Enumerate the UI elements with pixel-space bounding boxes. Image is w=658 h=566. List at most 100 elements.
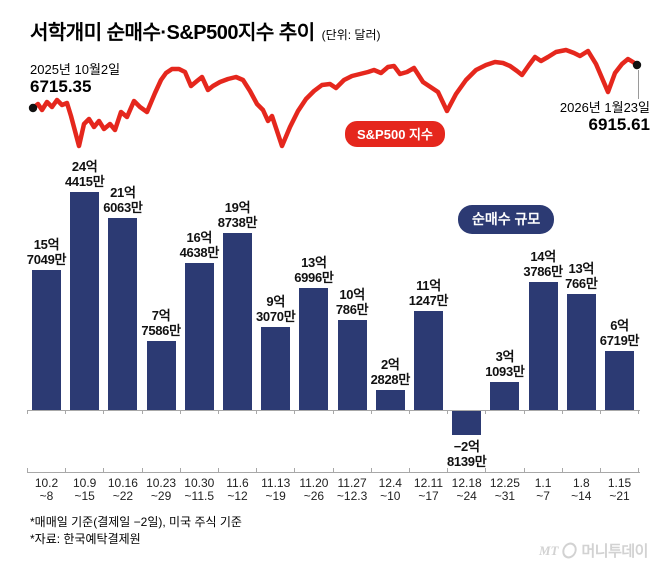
bar-value-label: 13억 6996만 bbox=[294, 255, 334, 286]
x-axis-label: 10.30 ~11.5 bbox=[184, 476, 215, 503]
bar bbox=[223, 233, 252, 410]
bar-value-label: 2억 2828만 bbox=[370, 356, 411, 387]
footnote-basis: *매매일 기준(결제일 −2일), 미국 주식 기준 bbox=[30, 515, 242, 529]
axis-tick bbox=[600, 410, 601, 414]
x-axis-label: 11.20 ~26 bbox=[299, 476, 329, 503]
axis-tick bbox=[256, 410, 258, 414]
mt-logo-text: MT bbox=[538, 542, 559, 558]
x-axis-label: 11.27 ~12.3 bbox=[336, 476, 368, 503]
bar-value-label: 16억 4638만 bbox=[179, 230, 220, 261]
axis-tick bbox=[409, 468, 410, 472]
line-end-dot bbox=[632, 60, 642, 70]
axis-tick bbox=[294, 410, 296, 414]
unit-note: (단위: 달러) bbox=[321, 28, 381, 42]
bar bbox=[337, 320, 367, 410]
axis-tick bbox=[27, 410, 28, 414]
bar bbox=[452, 410, 482, 436]
footnote-source: *자료: 한국예탁결제원 bbox=[30, 532, 141, 546]
axis-tick bbox=[332, 468, 334, 472]
axis-tick bbox=[485, 468, 487, 472]
axis-tick bbox=[141, 468, 143, 472]
line-start-dot bbox=[28, 103, 38, 113]
bar-value-label: 21억 6063만 bbox=[103, 184, 143, 215]
x-axis-label: 10.2 ~8 bbox=[34, 476, 59, 503]
axis-tick bbox=[561, 410, 563, 414]
bar bbox=[299, 288, 329, 410]
bar bbox=[490, 382, 520, 410]
axis-tick bbox=[447, 410, 449, 414]
x-axis-label: 1.1 ~7 bbox=[534, 476, 552, 503]
start-date: 2025년 10월2일 bbox=[30, 62, 121, 77]
axis-tick bbox=[179, 410, 181, 414]
bar-value-label: 13억 766만 bbox=[565, 260, 598, 291]
axis-tick bbox=[65, 468, 67, 472]
x-axis-label: 1.8 ~14 bbox=[571, 476, 592, 503]
axis-tick bbox=[638, 410, 640, 414]
bar-value-label: 19억 8738만 bbox=[217, 200, 258, 231]
axis-tick bbox=[332, 410, 334, 414]
bar bbox=[605, 350, 634, 410]
bar bbox=[528, 282, 558, 410]
x-axis-label: 10.9 ~15 bbox=[73, 476, 97, 503]
bar bbox=[566, 293, 596, 410]
bar bbox=[108, 217, 138, 410]
bar-value-label: 10억 786만 bbox=[335, 287, 369, 318]
moneytoday-watermark: MT 머니투데이 bbox=[539, 540, 648, 561]
bar-value-label: 14억 3786만 bbox=[523, 249, 563, 280]
axis-tick bbox=[294, 468, 296, 472]
x-axis-label: 12.11 ~17 bbox=[413, 476, 444, 503]
moneytoday-name: 머니투데이 bbox=[581, 543, 648, 560]
bar-value-label: 7억 7586만 bbox=[141, 307, 181, 338]
x-axis-label: 11.13 ~19 bbox=[261, 476, 291, 503]
axis-tick bbox=[485, 410, 487, 414]
x-axis-label: 12.4 ~10 bbox=[378, 476, 402, 503]
axis-tick bbox=[600, 468, 601, 472]
axis-tick bbox=[218, 468, 219, 472]
axis-tick bbox=[638, 468, 640, 472]
end-date: 2026년 1월23일 bbox=[559, 100, 650, 115]
netbuy-legend-badge: 순매수 규모 bbox=[458, 205, 555, 234]
x-axis-label: 10.23 ~29 bbox=[146, 476, 177, 503]
bar-value-label: 11억 1247만 bbox=[408, 277, 449, 308]
bar-value-label: 6억 6719만 bbox=[599, 317, 640, 348]
axis-tick bbox=[65, 410, 67, 414]
line-end-annotation: 2026년 1월23일 6915.61 bbox=[560, 100, 650, 134]
line-start-annotation: 2025년 10월2일 6715.35 bbox=[30, 62, 120, 96]
sp500-legend-badge: S&P500 지수 bbox=[345, 121, 445, 147]
x-axis-label: 1.15 ~21 bbox=[607, 476, 632, 503]
mt-logo-circle-icon bbox=[561, 540, 579, 561]
x-axis-label: 12.18 ~24 bbox=[451, 476, 482, 503]
footnotes: *매매일 기준(결제일 −2일), 미국 주식 기준 *자료: 한국예탁결제원 bbox=[30, 514, 242, 548]
bottom-axis-line bbox=[27, 472, 640, 473]
axis-tick bbox=[523, 410, 525, 414]
axis-tick bbox=[103, 410, 105, 414]
bar-value-label: 24억 4415만 bbox=[64, 159, 105, 190]
bar bbox=[184, 263, 214, 410]
sp500-line bbox=[30, 47, 640, 149]
axis-tick bbox=[141, 410, 143, 414]
bar-value-label: −2억 8139만 bbox=[446, 439, 487, 470]
bar-value-label: 3억 1093만 bbox=[485, 349, 525, 380]
axis-tick bbox=[370, 410, 372, 414]
axis-tick bbox=[561, 468, 563, 472]
axis-tick bbox=[370, 468, 372, 472]
header: 서학개미 순매수·S&P500지수 추이 (단위: 달러) bbox=[30, 16, 381, 45]
bar bbox=[375, 389, 405, 410]
axis-tick bbox=[103, 468, 105, 472]
bar bbox=[414, 310, 443, 410]
start-value: 6715.35 bbox=[30, 77, 92, 96]
axis-tick bbox=[409, 410, 410, 414]
bar bbox=[261, 327, 291, 410]
bar-value-label: 9억 3070만 bbox=[255, 294, 296, 325]
axis-tick bbox=[218, 410, 219, 414]
bar-value-label: 15억 7049만 bbox=[26, 237, 67, 268]
axis-tick bbox=[27, 468, 28, 472]
x-axis-label: 12.25 ~31 bbox=[489, 476, 520, 503]
bar bbox=[146, 340, 176, 410]
bar bbox=[70, 192, 100, 410]
x-axis-label: 10.16 ~22 bbox=[107, 476, 138, 503]
axis-tick bbox=[256, 468, 258, 472]
x-axis-label: 11.6 ~12 bbox=[226, 476, 249, 503]
end-value: 6915.61 bbox=[588, 115, 650, 134]
